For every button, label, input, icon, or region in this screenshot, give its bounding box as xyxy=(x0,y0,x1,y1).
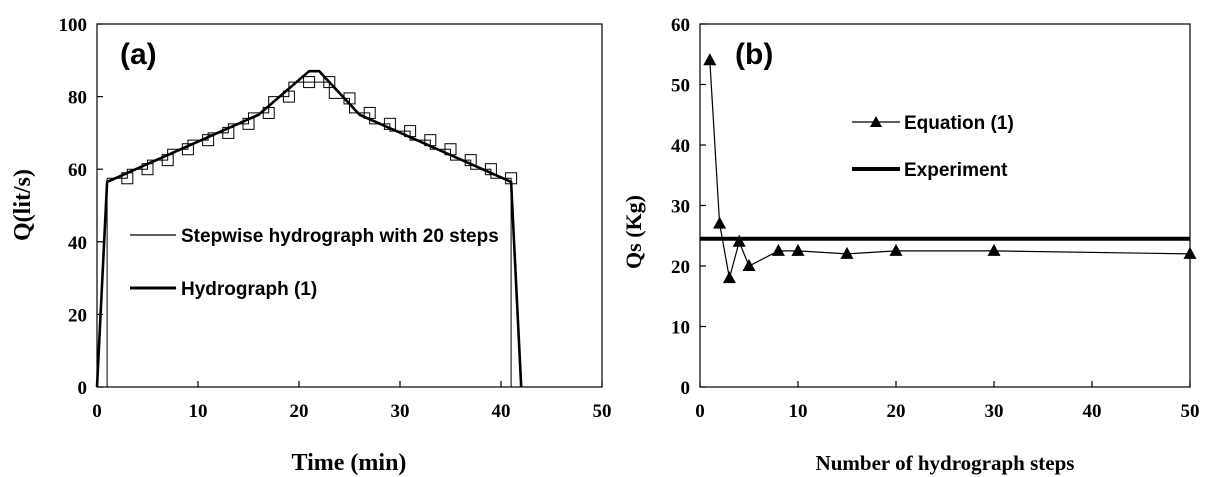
panel-b-chart: 0 10 20 30 40 50 0 10 20 30 40 50 60 (b) Number of h… xyxy=(621,15,1200,475)
panel-a-x-tick-label: 40 xyxy=(492,401,511,422)
step-marker xyxy=(464,154,477,167)
triangle-marker xyxy=(889,243,903,256)
triangle-marker xyxy=(742,259,756,271)
legend-label-hydrograph: Hydrograph (1) xyxy=(181,279,317,300)
panel-a-legend: Stepwise hydrograph with 20 steps Hydrog… xyxy=(130,226,499,300)
panel-b-y-tick-label: 60 xyxy=(671,15,690,36)
step-marker xyxy=(282,90,295,103)
panel-a-y-tick-label: 80 xyxy=(68,88,87,109)
panel-b-x-tick-label: 20 xyxy=(887,401,906,422)
triangle-marker xyxy=(703,53,717,66)
triangle-marker xyxy=(732,234,746,247)
triangle-marker xyxy=(713,216,727,229)
panel-a-chart: 0 10 20 30 40 50 0 20 40 60 80 100 (a) Time (min) Q… xyxy=(10,15,612,476)
panel-a-y-tick-label: 60 xyxy=(68,160,87,181)
panel-a-ticks: 0 10 20 30 40 50 0 20 40 60 80 100 xyxy=(59,15,612,422)
panel-b-y-tick-label: 30 xyxy=(671,197,690,218)
panel-a-y-tick-label: 40 xyxy=(68,233,87,254)
panel-a-x-tick-label: 50 xyxy=(593,401,612,422)
triangle-marker xyxy=(771,243,785,256)
panel-a-x-tick-label: 0 xyxy=(92,401,102,422)
panel-a-x-tick-label: 10 xyxy=(189,401,208,422)
panel-b-x-tick-label: 40 xyxy=(1083,401,1102,422)
panel-b-x-tick-label: 50 xyxy=(1181,401,1200,422)
panel-a-frame xyxy=(96,23,603,388)
panel-b-label: (b) xyxy=(735,38,773,71)
panel-a-series xyxy=(95,69,523,388)
panel-a-y-tick-label: 20 xyxy=(68,305,87,326)
panel-b-y-tick-label: 50 xyxy=(671,76,690,97)
panel-b-y-axis-title: Qs (Kg) xyxy=(621,195,646,269)
panel-b-y-tick-label: 20 xyxy=(671,257,690,278)
legend-label-equation: Equation (1) xyxy=(904,113,1014,134)
panel-b-frame xyxy=(699,23,1191,388)
series-line-hydrograph xyxy=(95,69,523,388)
panel-a-x-tick-label: 30 xyxy=(391,401,410,422)
panel-a-x-tick-label: 20 xyxy=(290,401,309,422)
panel-b-legend: Equation (1) Experiment xyxy=(852,113,1014,181)
panel-b-x-axis-title: Number of hydrograph steps xyxy=(816,451,1075,475)
panel-b-x-tick-label: 10 xyxy=(789,401,808,422)
panel-b-x-tick-label: 30 xyxy=(985,401,1004,422)
panel-b-ticks: 0 10 20 30 40 50 0 10 20 30 40 50 60 xyxy=(671,15,1200,422)
step-marker xyxy=(323,76,336,89)
triangle-marker xyxy=(791,243,805,256)
legend-label-experiment: Experiment xyxy=(904,160,1008,181)
triangle-marker xyxy=(987,243,1001,256)
panel-a-label: (a) xyxy=(120,38,157,71)
panel-a-y-tick-label: 0 xyxy=(78,378,88,399)
panel-b-x-tick-label: 0 xyxy=(695,401,705,422)
panel-b-y-tick-label: 40 xyxy=(671,136,690,157)
series-line-stepwise xyxy=(106,81,512,387)
panel-b-y-tick-label: 0 xyxy=(681,378,691,399)
panel-a-x-axis-title: Time (min) xyxy=(292,450,407,476)
panel-a-y-axis-title: Q(lit/s) xyxy=(10,169,36,241)
legend-marker-equation xyxy=(870,116,882,127)
panel-a-y-tick-label: 100 xyxy=(59,15,88,36)
triangle-marker xyxy=(722,271,736,284)
triangle-marker xyxy=(840,246,854,259)
panel-b-y-tick-label: 10 xyxy=(671,318,690,339)
legend-label-stepwise: Stepwise hydrograph with 20 steps xyxy=(181,226,499,247)
step-marker xyxy=(303,76,316,89)
panel-b-series xyxy=(700,53,1197,284)
